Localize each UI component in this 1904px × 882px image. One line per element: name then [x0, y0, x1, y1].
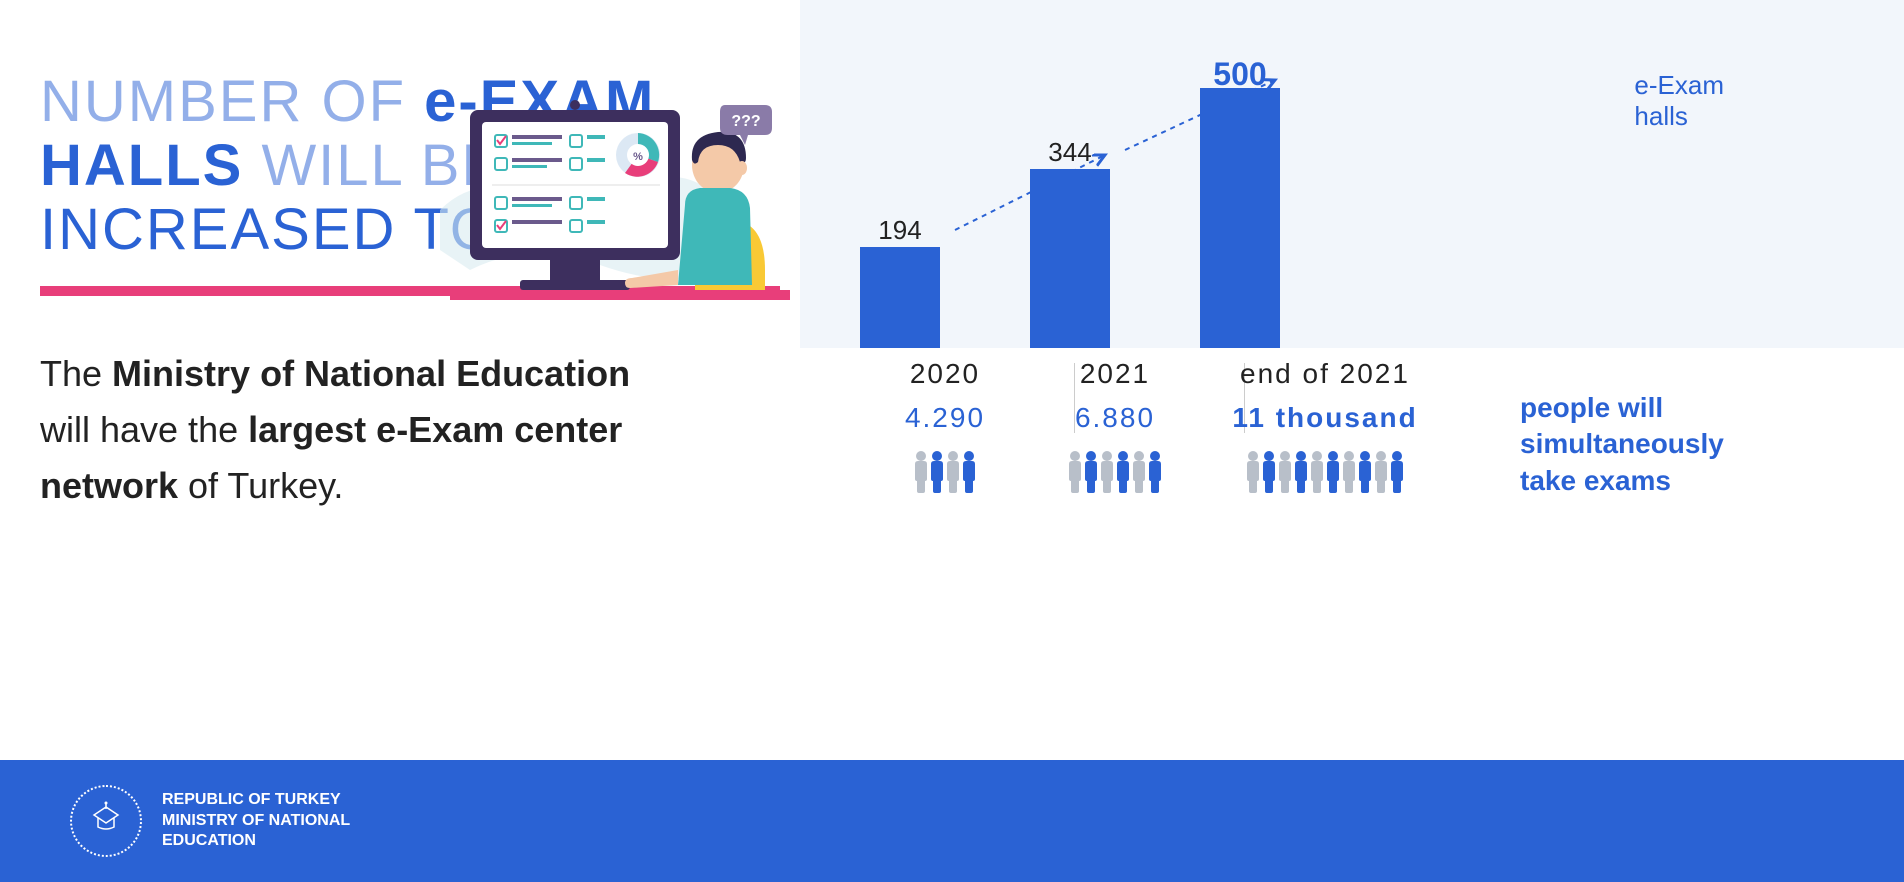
headline-part: NUMBER OF	[40, 69, 424, 134]
bar-chart: 194 344 500 e-Exam halls	[800, 0, 1904, 348]
axis-count: 11 thousand	[1200, 402, 1450, 434]
axis-year: 2020	[860, 358, 1030, 390]
subtext-part: The	[40, 353, 112, 394]
axis-cell: end of 2021 11 thousand	[1200, 358, 1450, 434]
bar	[1200, 88, 1280, 348]
bars-container: 194 344 500	[860, 0, 1604, 348]
people-cell	[860, 449, 1030, 493]
bar	[860, 247, 940, 348]
axis-row: 2020 4.2902021 6.880end of 2021 11 thousand	[800, 358, 1904, 434]
axis-cell: 2020 4.290	[860, 358, 1030, 434]
axis-year: 2021	[1030, 358, 1200, 390]
bar	[1030, 169, 1110, 348]
svg-text:%: %	[633, 151, 643, 163]
subtext-part: of Turkey.	[178, 465, 343, 506]
person-icon	[960, 449, 978, 493]
axis-count: 4.290	[860, 402, 1030, 434]
bar-group: 344	[1030, 169, 1110, 348]
footer-text: REPUBLIC OF TURKEY MINISTRY OF NATIONAL …	[162, 790, 350, 852]
svg-text:???: ???	[731, 113, 760, 130]
axis-year: end of 2021	[1200, 358, 1450, 390]
chart-side-label: e-Exam halls	[1634, 70, 1724, 132]
person-icon	[1146, 449, 1164, 493]
headline-part: HALLS	[40, 133, 261, 198]
people-cell	[1030, 449, 1200, 493]
people-row	[800, 449, 1904, 493]
subtext-part: will have the	[40, 409, 248, 450]
bar-group: 194	[860, 247, 940, 348]
subtext-part: Ministry of National Education	[112, 353, 630, 394]
subtext: The Ministry of National Education will …	[40, 346, 770, 513]
bar-group: 500	[1200, 88, 1280, 348]
bar-value-label: 194	[878, 215, 921, 246]
people-side-text: people will simultaneously take exams	[1520, 390, 1724, 499]
bar-value-label: 500	[1213, 56, 1266, 93]
axis-count: 6.880	[1030, 402, 1200, 434]
axis-cell: 2021 6.880	[1030, 358, 1200, 434]
bar-value-label: 344	[1048, 137, 1091, 168]
person-icon	[1388, 449, 1406, 493]
people-cell	[1200, 449, 1450, 493]
computer-illustration: % ???	[420, 90, 790, 340]
ministry-logo-icon	[70, 785, 142, 857]
footer: REPUBLIC OF TURKEY MINISTRY OF NATIONAL …	[0, 760, 1904, 882]
